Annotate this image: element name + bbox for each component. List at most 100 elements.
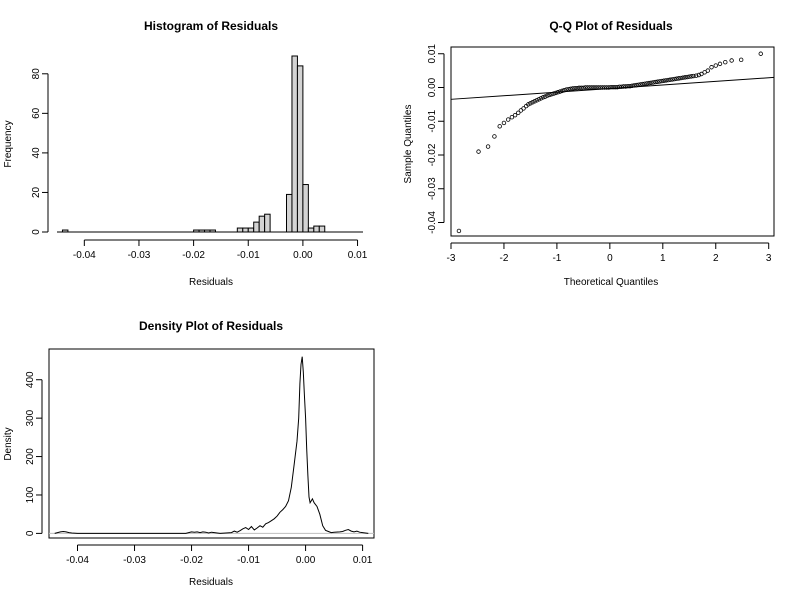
qq-point [530, 100, 535, 105]
qq-point [682, 75, 688, 80]
histogram-ylabel: Frequency [3, 120, 14, 167]
histogram-y-tick-label: 80 [31, 68, 42, 80]
qq-x-tick-label: -3 [447, 253, 456, 264]
qq-point [505, 117, 511, 122]
histogram-title: Histogram of Residuals [144, 19, 278, 33]
histogram-bar [307, 227, 315, 233]
qq-point [665, 77, 671, 83]
histogram-bar [286, 193, 293, 233]
qq-point [516, 110, 521, 116]
density-y-tick-label: 400 [25, 371, 36, 388]
qq-point [602, 85, 607, 90]
qq-point [543, 94, 548, 99]
qq-point [636, 82, 641, 87]
qq-point [585, 85, 590, 90]
density-y-tick-label: 300 [25, 409, 36, 426]
histogram-x-tick-label: -0.01 [237, 250, 260, 261]
qq-point [553, 90, 559, 96]
qq-point [615, 84, 620, 90]
qq-point [608, 84, 614, 90]
qq-point [758, 51, 763, 56]
qq-point [509, 114, 515, 120]
qq-point [476, 149, 481, 154]
density-y-tick-label: 200 [25, 448, 36, 465]
qq-point [640, 81, 645, 87]
histogram-bars [57, 55, 363, 233]
qq-point [674, 76, 679, 81]
qq-plot-box [450, 46, 775, 237]
qq-ylabel: Sample Quantiles [403, 105, 414, 184]
qq-point [593, 85, 599, 90]
density-y-tick-label: 100 [25, 486, 36, 503]
qq-point [579, 85, 584, 91]
qq-point [629, 83, 635, 89]
density-x-tick-label: -0.03 [123, 555, 146, 566]
qq-point [672, 76, 677, 82]
qq-title: Q-Q Plot of Residuals [549, 19, 673, 33]
qq-x-tick-label: 1 [660, 253, 666, 264]
qq-point [689, 74, 694, 79]
histogram-y-tick-label: 60 [31, 107, 42, 119]
qq-point [642, 81, 647, 86]
qq-point [521, 106, 526, 111]
qq-point [501, 120, 507, 126]
qq-point [619, 84, 624, 90]
density-x-tick-label: 0.00 [296, 555, 316, 566]
histogram-y-tick-label: 40 [31, 147, 42, 159]
qq-point [621, 84, 626, 89]
histogram-bar [247, 227, 255, 233]
histogram-bar [253, 221, 260, 233]
density-panel: Density Plot of Residuals Residuals Dens… [3, 319, 375, 588]
density-y-tick-label: 0 [25, 530, 36, 536]
qq-point [536, 97, 542, 102]
histogram-x-tick-label: -0.04 [73, 250, 96, 261]
qq-point [696, 72, 702, 78]
density-title: Density Plot of Residuals [139, 319, 283, 333]
histogram-panel: Histogram of Residuals Residuals Frequen… [3, 19, 368, 288]
density-line [54, 356, 369, 534]
qq-point [651, 80, 656, 85]
qq-x-tick-label: 2 [713, 253, 719, 264]
qq-x-tick-label: -1 [552, 253, 561, 264]
density-x-tick-label: -0.04 [66, 555, 89, 566]
qq-point [587, 85, 592, 90]
qq-point [604, 85, 609, 90]
qq-panel: Q-Q Plot of Residuals Theoretical Quanti… [403, 19, 775, 288]
qq-point [606, 85, 611, 90]
qq-point [627, 83, 633, 89]
qq-point [596, 85, 601, 90]
qq-point [551, 91, 556, 96]
qq-point [574, 85, 580, 91]
qq-point [644, 81, 650, 86]
qq-point [638, 82, 643, 87]
qq-point [570, 86, 575, 91]
histogram-bar [236, 227, 244, 233]
qq-point [568, 86, 573, 92]
histogram-bar [313, 225, 320, 233]
histogram-bar [318, 225, 326, 233]
histogram-bar [264, 213, 271, 233]
qq-axes: -3 -2 -1 0 1 2 3 -0.04 -0.03 -0.02 -0.01 0.00 0.01 [427, 44, 772, 264]
qq-point [723, 59, 728, 65]
qq-point [526, 102, 531, 107]
qq-point [538, 96, 544, 101]
qq-y-tick-label: 0.00 [427, 77, 438, 97]
qq-point [534, 98, 539, 103]
qq-point [598, 85, 603, 90]
qq-point [576, 85, 582, 91]
qq-point [729, 58, 734, 63]
qq-point [648, 80, 654, 85]
density-x-tick-label: -0.01 [237, 555, 260, 566]
qq-y-tick-label: -0.03 [427, 177, 438, 200]
qq-point [555, 90, 561, 95]
histogram-bar [296, 65, 304, 233]
qq-point [713, 63, 718, 68]
qq-point [600, 85, 605, 90]
qq-point [581, 85, 586, 91]
qq-points [456, 51, 763, 234]
density-plot-box [48, 348, 375, 539]
qq-point [668, 77, 673, 82]
qq-point [497, 124, 502, 129]
density-ylabel: Density [3, 427, 14, 460]
